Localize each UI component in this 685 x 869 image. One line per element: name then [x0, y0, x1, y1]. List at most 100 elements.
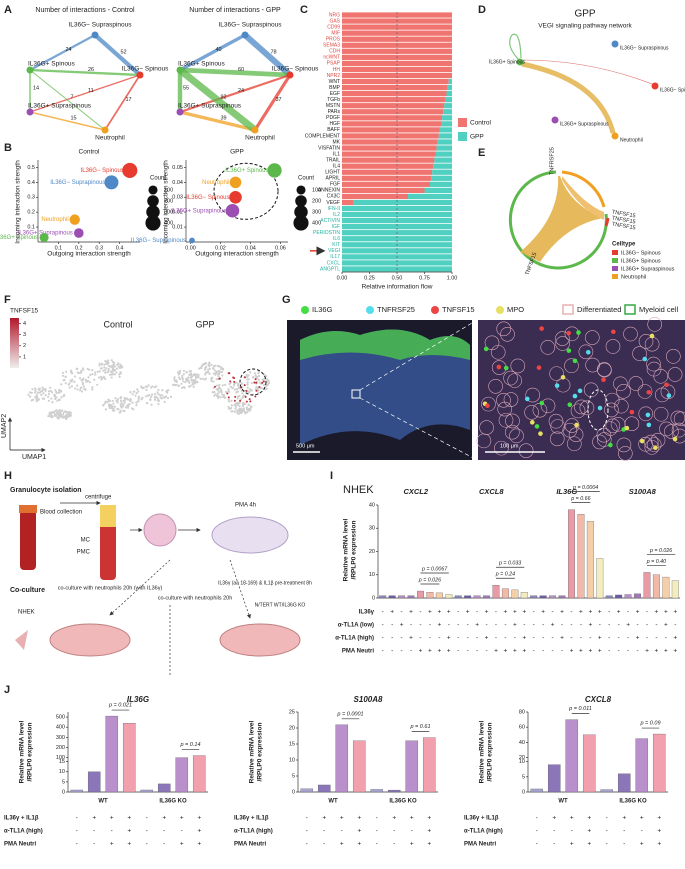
bar — [342, 175, 432, 181]
cell — [69, 414, 72, 417]
condition-sign: - — [542, 622, 544, 629]
condition-sign: + — [504, 648, 508, 655]
condition-sign: - — [146, 841, 148, 848]
cell — [111, 409, 114, 412]
cell — [127, 404, 130, 408]
cell — [241, 405, 244, 408]
bar — [342, 187, 425, 193]
tick-label: 20 — [369, 549, 375, 555]
bar — [568, 509, 575, 599]
cell — [666, 349, 681, 364]
category-label: MIF — [331, 30, 340, 36]
edge — [521, 59, 653, 85]
condition-sign: - — [608, 622, 610, 629]
tick-label: 25 — [289, 709, 295, 715]
bar — [342, 36, 452, 42]
condition-sign: + — [664, 622, 668, 629]
cell — [40, 393, 43, 397]
bar — [445, 97, 452, 103]
bar — [342, 151, 436, 157]
axis-label: Outgoing interaction strength — [195, 251, 279, 258]
bar — [652, 733, 666, 793]
condition-name: PMA Neutri — [234, 842, 266, 848]
condition-sign: + — [475, 622, 479, 629]
condition-sign: + — [410, 841, 414, 848]
cell — [94, 373, 97, 376]
cell — [149, 386, 153, 389]
cell — [107, 369, 110, 372]
condition-sign: + — [657, 841, 661, 848]
cell — [65, 370, 68, 373]
condition-sign: - — [410, 622, 412, 629]
cell — [84, 378, 88, 381]
bar — [430, 181, 452, 187]
gene-label: CXCL8 — [585, 695, 612, 704]
cell — [646, 356, 661, 372]
legend-label: IL36G− Spinous — [621, 250, 661, 256]
signal — [538, 431, 543, 436]
cell — [137, 390, 140, 393]
bar — [605, 595, 613, 599]
category-label: PSAP — [327, 61, 341, 67]
tissue — [300, 329, 470, 445]
condition-sign: - — [438, 635, 440, 642]
point — [229, 190, 242, 204]
bar — [444, 103, 452, 109]
bar — [437, 139, 452, 145]
condition-sign: - — [533, 648, 535, 655]
edge-weight: 52 — [121, 49, 127, 55]
cell — [207, 368, 210, 371]
legend-label: MPO — [507, 305, 524, 314]
dish — [49, 623, 131, 657]
cell — [592, 434, 607, 450]
cell — [585, 357, 600, 373]
cell — [234, 405, 237, 408]
signal — [566, 330, 571, 336]
bar — [342, 139, 438, 145]
condition-sign: + — [579, 648, 583, 655]
tick-label: 0.00 — [337, 275, 348, 281]
cell — [240, 382, 243, 386]
edge — [509, 33, 522, 61]
edge-weight: 78 — [271, 49, 277, 55]
cell — [191, 383, 194, 386]
condition-sign: + — [340, 841, 344, 848]
cell — [37, 398, 41, 401]
bar — [443, 109, 452, 115]
arrow — [109, 559, 171, 616]
bar — [342, 78, 449, 85]
category-label: KIT — [332, 242, 340, 248]
condition-sign: + — [110, 815, 114, 822]
bar — [342, 84, 448, 91]
category-label: IL1 — [333, 151, 340, 157]
axis-label: Relative mRNA level — [249, 720, 256, 783]
cell — [219, 367, 223, 371]
bar — [454, 595, 462, 599]
bar — [662, 576, 670, 599]
condition-sign: + — [513, 622, 517, 629]
cell — [145, 385, 149, 388]
cell — [243, 384, 246, 387]
category-label: IL2 — [333, 212, 340, 218]
chord-arc — [508, 170, 608, 270]
chord-label: TNFSF15 — [611, 221, 636, 231]
heading: Granulocyte isolation — [10, 487, 82, 494]
condition-sign: - — [485, 648, 487, 655]
p-value: p = 0.0001 — [336, 711, 363, 717]
point-label: IL36G− Suprapinous — [50, 180, 105, 186]
condition-sign: + — [197, 841, 201, 848]
cell — [176, 371, 180, 374]
point-label: IL36G+ Spinous — [225, 168, 268, 174]
tick-label: 0 — [522, 789, 525, 795]
axis-label: UMAP2 — [1, 414, 8, 438]
cell — [214, 369, 217, 372]
cell — [56, 399, 59, 402]
cell — [76, 371, 79, 374]
cell — [147, 384, 150, 387]
point — [267, 163, 282, 178]
condition-sign: + — [419, 648, 423, 655]
node-label: IL36G+ Supraspinous — [28, 103, 92, 110]
cell — [116, 401, 119, 404]
group-label: WT — [328, 799, 338, 805]
condition-sign: - — [570, 635, 572, 642]
